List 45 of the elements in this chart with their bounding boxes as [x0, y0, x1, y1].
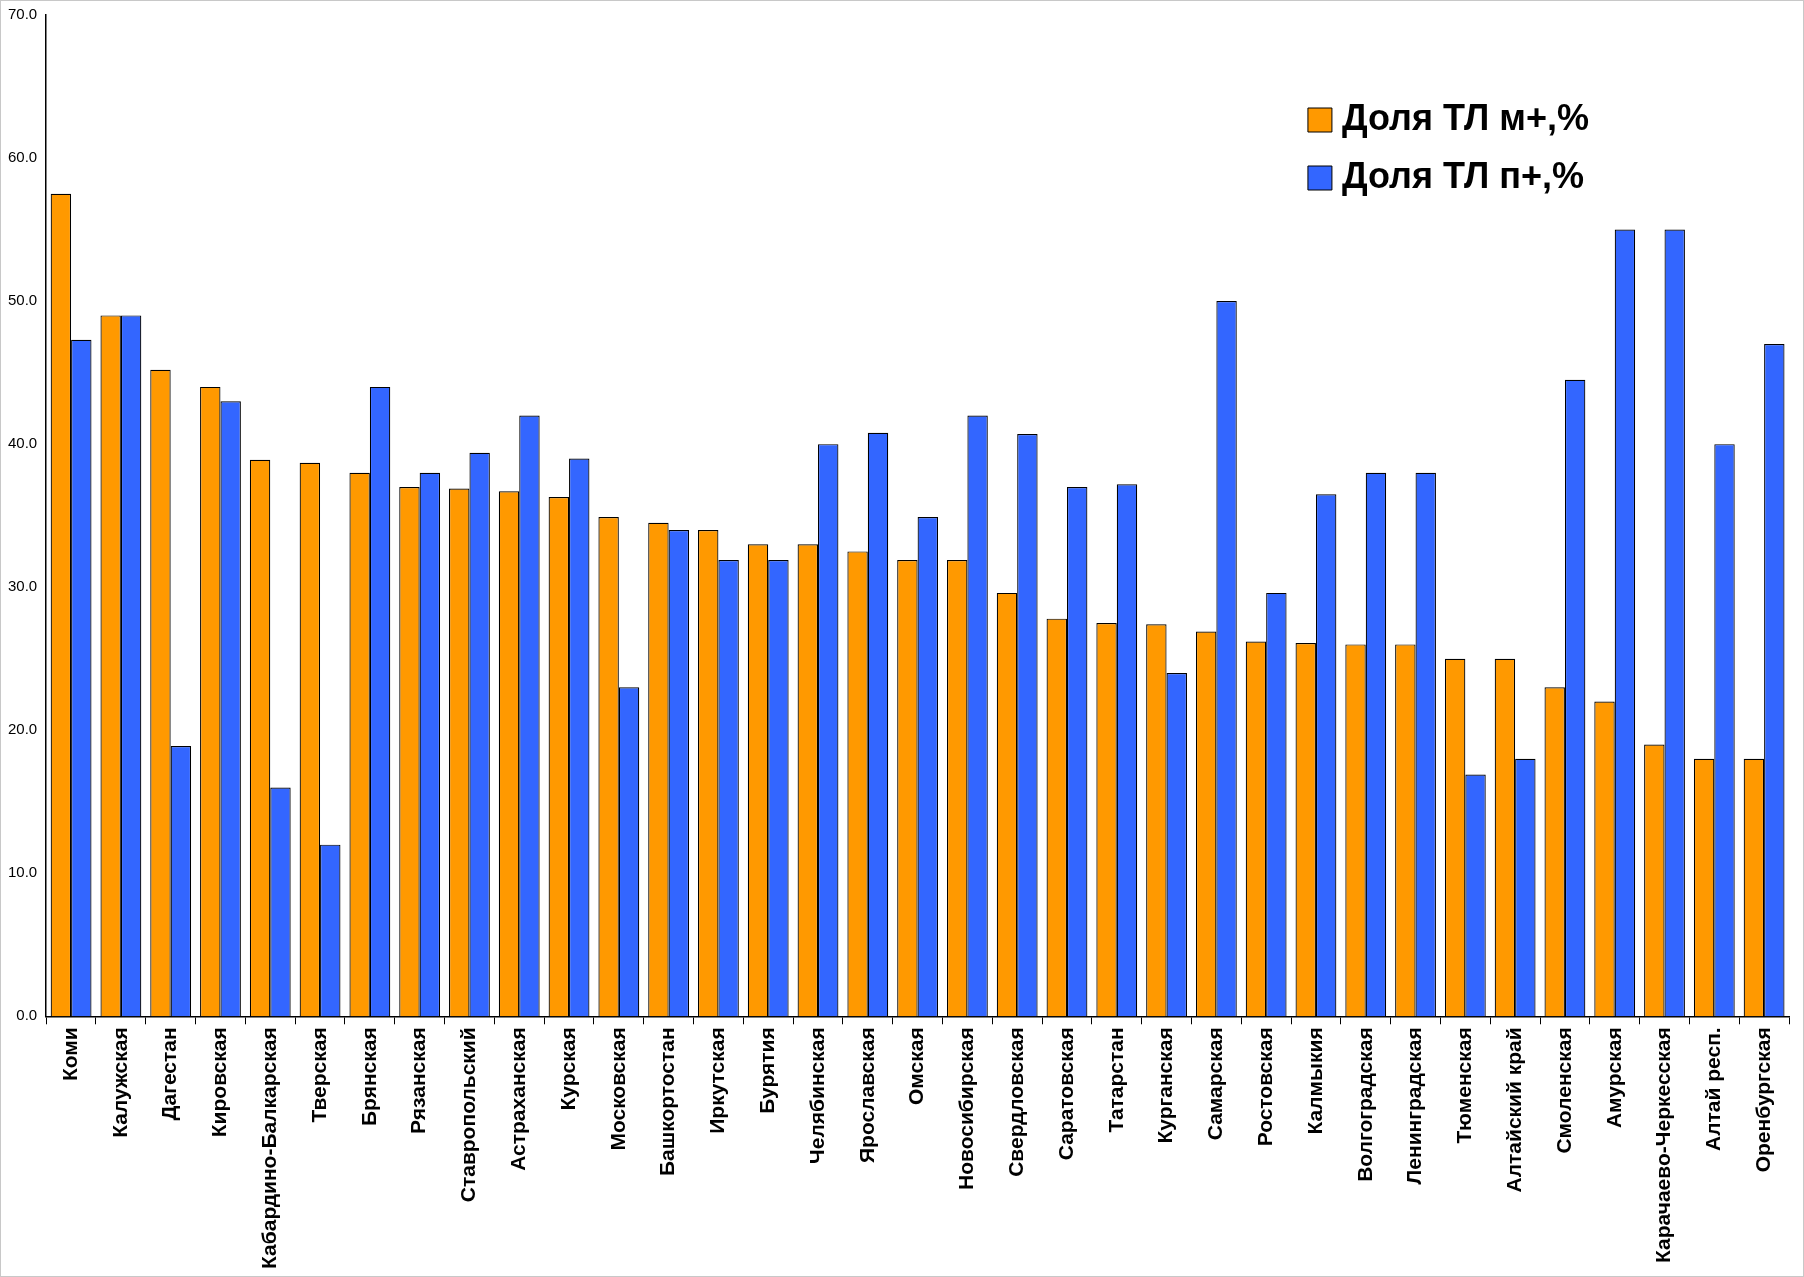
y-tick-label: 20.0 [7, 720, 38, 738]
x-tick-label: Ярославская [854, 1027, 878, 1163]
x-tick-label: Челябинская [804, 1027, 828, 1165]
x-tick-label: Омская [904, 1027, 928, 1106]
x-tick-label: Волгоградская [1352, 1027, 1376, 1182]
y-tick-label: 70.0 [7, 5, 38, 23]
x-tick-label: Тюменская [1452, 1027, 1476, 1144]
x-tick-label: Курская [555, 1027, 579, 1111]
x-tick-label: Ростовская [1252, 1027, 1276, 1147]
x-tick-label: Саратовская [1053, 1027, 1077, 1161]
x-tick-label: Рязанская [406, 1027, 430, 1134]
x-tick-label: Башкортостан [655, 1027, 679, 1177]
y-tick-label: 0.0 [16, 1006, 38, 1024]
x-tick-label: Свердловская [1003, 1027, 1027, 1177]
x-tick-label: Кировская [207, 1027, 231, 1138]
y-tick-label: 40.0 [7, 434, 38, 452]
x-tick-label: Дагестан [157, 1027, 181, 1121]
x-tick-label: Алтай респ. [1701, 1027, 1725, 1151]
x-tick-label: Татарстан [1103, 1027, 1127, 1133]
x-tick-label: Оренбургская [1750, 1027, 1774, 1173]
x-tick-label: Коми [57, 1027, 81, 1082]
x-tick-label: Амурская [1601, 1027, 1625, 1129]
y-tick-label: 10.0 [7, 863, 38, 881]
legend-label: Доля ТЛ м+,% [1341, 96, 1589, 138]
x-tick-label: Калмыкия [1302, 1027, 1326, 1135]
x-tick-label: Карачаево-Черкесская [1651, 1027, 1675, 1264]
x-tick-label: Смоленская [1551, 1027, 1575, 1154]
x-tick-label: Тверская [306, 1027, 330, 1123]
x-tick-label: Новосибирская [954, 1027, 978, 1190]
x-tick-label: Самарская [1203, 1027, 1227, 1141]
y-tick-label: 30.0 [7, 577, 38, 595]
x-tick-label: Московская [605, 1027, 629, 1151]
x-tick-label: Алтайский край [1501, 1027, 1525, 1193]
x-tick-label: Кабардино-Балкарская [257, 1027, 281, 1270]
legend-label: Доля ТЛ п+,% [1341, 154, 1585, 196]
y-tick-label: 50.0 [7, 291, 38, 309]
x-tick-label: Брянская [356, 1027, 380, 1127]
x-tick-label: Курганская [1153, 1027, 1177, 1144]
y-tick-label: 60.0 [7, 148, 38, 166]
x-tick-label: Иркутская [705, 1027, 729, 1134]
x-tick-label: Калужская [107, 1027, 131, 1138]
x-tick-label: Ленинградская [1402, 1027, 1426, 1185]
x-tick-label: Ставропольский [456, 1027, 480, 1203]
x-tick-label: Бурятия [755, 1027, 779, 1114]
x-tick-label: Астраханская [506, 1027, 530, 1171]
